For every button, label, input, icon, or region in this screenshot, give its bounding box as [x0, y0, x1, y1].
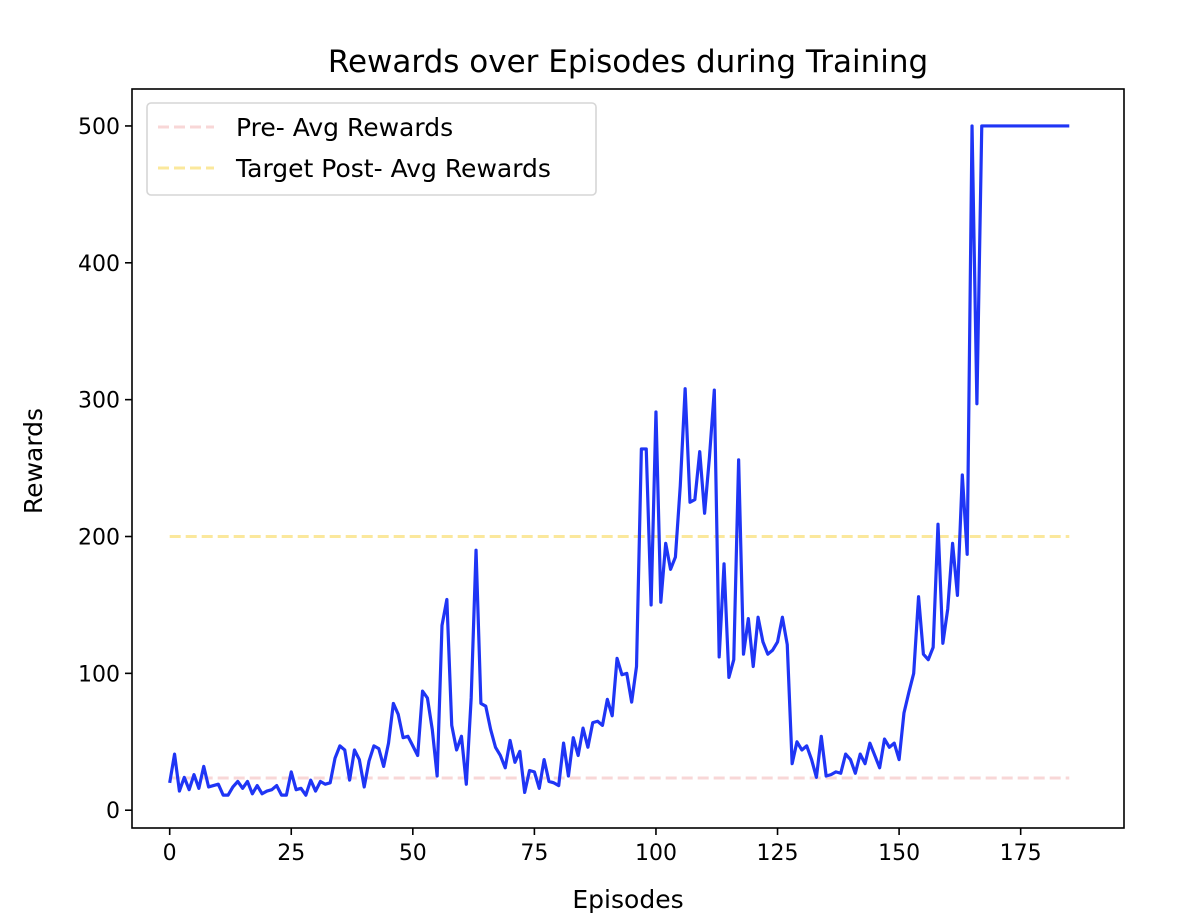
y-tick-label: 400 [78, 252, 120, 277]
x-axis-ticks: 0 25 50 75 100 125 150 175 [163, 828, 1042, 866]
y-axis-label: Rewards [19, 408, 48, 514]
x-tick-label: 125 [757, 841, 799, 866]
x-tick-label: 25 [277, 841, 305, 866]
axes-frame [131, 88, 1125, 829]
chart-title: Rewards over Episodes during Training [328, 44, 928, 80]
legend-box [146, 102, 597, 196]
y-tick-label: 200 [78, 526, 120, 551]
x-axis-label: Episodes [572, 885, 683, 914]
y-tick-label: 100 [78, 662, 120, 687]
legend-label: Pre- Avg Rewards [236, 113, 453, 142]
y-tick-label: 300 [78, 389, 120, 414]
y-axis-ticks: 0 100 200 300 400 500 [78, 115, 132, 824]
series-layer [168, 124, 1070, 797]
y-tick-label: 0 [106, 799, 120, 824]
x-tick-label: 150 [878, 841, 920, 866]
x-tick-label: 175 [1000, 841, 1042, 866]
legend: Pre- Avg Rewards Target Post- Avg Rewards [146, 102, 597, 196]
legend-label: Target Post- Avg Rewards [235, 154, 551, 183]
x-tick-label: 50 [399, 841, 427, 866]
x-tick-label: 0 [163, 841, 177, 866]
x-tick-label: 100 [635, 841, 677, 866]
x-tick-label: 75 [520, 841, 548, 866]
y-tick-label: 500 [78, 115, 120, 140]
rewards-series-line [168, 124, 1070, 797]
